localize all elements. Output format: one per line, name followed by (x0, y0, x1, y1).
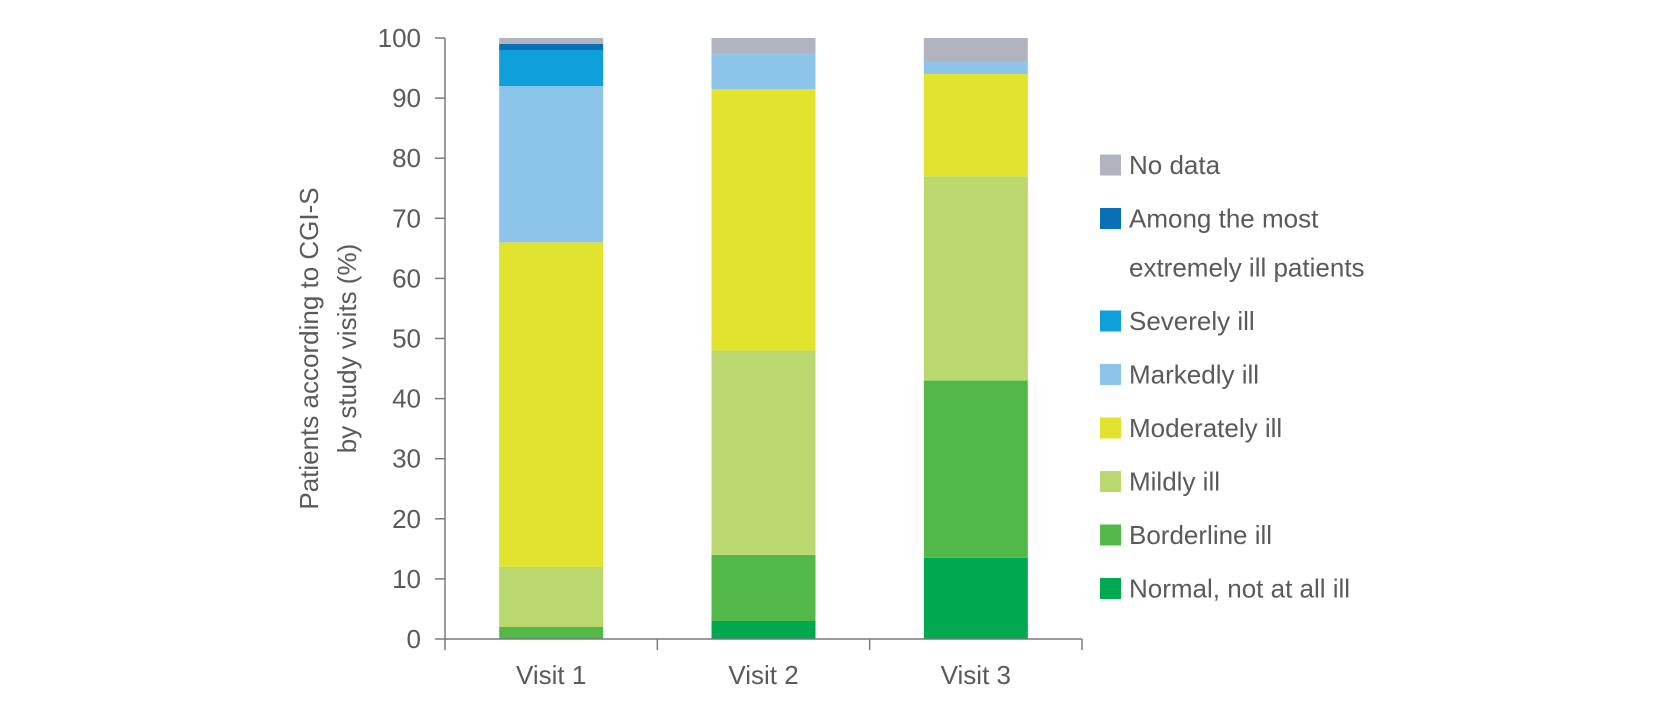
y-tick-label: 20 (392, 504, 421, 534)
bar-stack (923, 38, 1028, 639)
bars (499, 38, 1028, 639)
bar-segment (711, 620, 816, 639)
legend-swatch (1100, 364, 1121, 385)
legend-item: Moderately ill (1100, 413, 1282, 443)
bar-stack (711, 38, 816, 639)
bar-segment (923, 62, 1028, 75)
bar-segment (499, 50, 604, 87)
y-axis-title-line: by study visits (%) (332, 244, 362, 454)
bar-segment (711, 554, 816, 621)
legend-swatch (1100, 417, 1121, 439)
bar-segment (923, 380, 1028, 558)
legend-label: Severely ill (1129, 306, 1255, 336)
bar-segment (923, 38, 1028, 63)
y-axis-title: Patients according to CGI-S by study visi… (294, 187, 362, 509)
legend-item: Among the most extremely ill patients (1100, 204, 1365, 283)
y-tick-label: 80 (392, 143, 421, 173)
legend-item: Markedly ill (1100, 360, 1259, 390)
legend-label: Borderline ill (1129, 520, 1272, 550)
legend: No data Among the most extremely ill patie… (1100, 150, 1365, 604)
bar-segment (711, 89, 816, 351)
legend-label: Among the most (1129, 204, 1319, 234)
y-tick-label: 90 (392, 83, 421, 113)
legend-swatch (1100, 578, 1121, 599)
bar-segment (499, 242, 604, 567)
x-axis: Visit 1 Visit 2 Visit 3 (444, 638, 1083, 690)
legend-label: Normal, not at all ill (1129, 574, 1350, 604)
legend-item: Mildly ill (1100, 467, 1220, 497)
bar-segment (499, 38, 604, 45)
bar-segment (923, 176, 1028, 381)
y-tick-label: 50 (392, 324, 421, 354)
legend-label: Mildly ill (1129, 467, 1220, 497)
x-category-label: Visit 1 (516, 660, 586, 690)
y-tick-label: 100 (378, 23, 421, 53)
legend-swatch (1100, 154, 1121, 176)
legend-item: No data (1100, 150, 1221, 180)
legend-item: Borderline ill (1100, 520, 1272, 550)
bar-segment (499, 626, 604, 639)
bar-segment (711, 53, 816, 90)
legend-label: extremely ill patients (1129, 253, 1365, 283)
legend-swatch (1100, 208, 1121, 229)
legend-label: Moderately ill (1129, 413, 1282, 443)
y-tick-label: 0 (407, 624, 421, 654)
bar-segment (711, 38, 816, 54)
y-tick-label: 40 (392, 384, 421, 414)
x-category-label: Visit 2 (728, 660, 798, 690)
legend-swatch (1100, 310, 1121, 332)
y-axis-ticks: 0 10 20 30 40 50 60 70 80 90 100 (378, 23, 446, 654)
bar-stack (499, 38, 604, 639)
bar-segment (711, 350, 816, 555)
legend-label: No data (1129, 150, 1221, 180)
legend-swatch (1100, 471, 1121, 492)
y-axis-title-line: Patients according to CGI-S (294, 187, 324, 509)
legend-swatch (1100, 524, 1121, 546)
y-tick-label: 30 (392, 444, 421, 474)
y-tick-label: 60 (392, 263, 421, 293)
legend-item: Normal, not at all ill (1100, 574, 1350, 604)
bar-segment (923, 557, 1028, 639)
bar-segment (499, 44, 604, 51)
legend-item: Severely ill (1100, 306, 1255, 336)
bar-segment (923, 74, 1028, 177)
y-tick-label: 70 (392, 203, 421, 233)
y-tick-label: 10 (392, 564, 421, 594)
legend-label: Markedly ill (1129, 360, 1259, 390)
x-category-label: Visit 3 (941, 660, 1011, 690)
bar-segment (499, 566, 604, 627)
bar-segment (499, 86, 604, 243)
